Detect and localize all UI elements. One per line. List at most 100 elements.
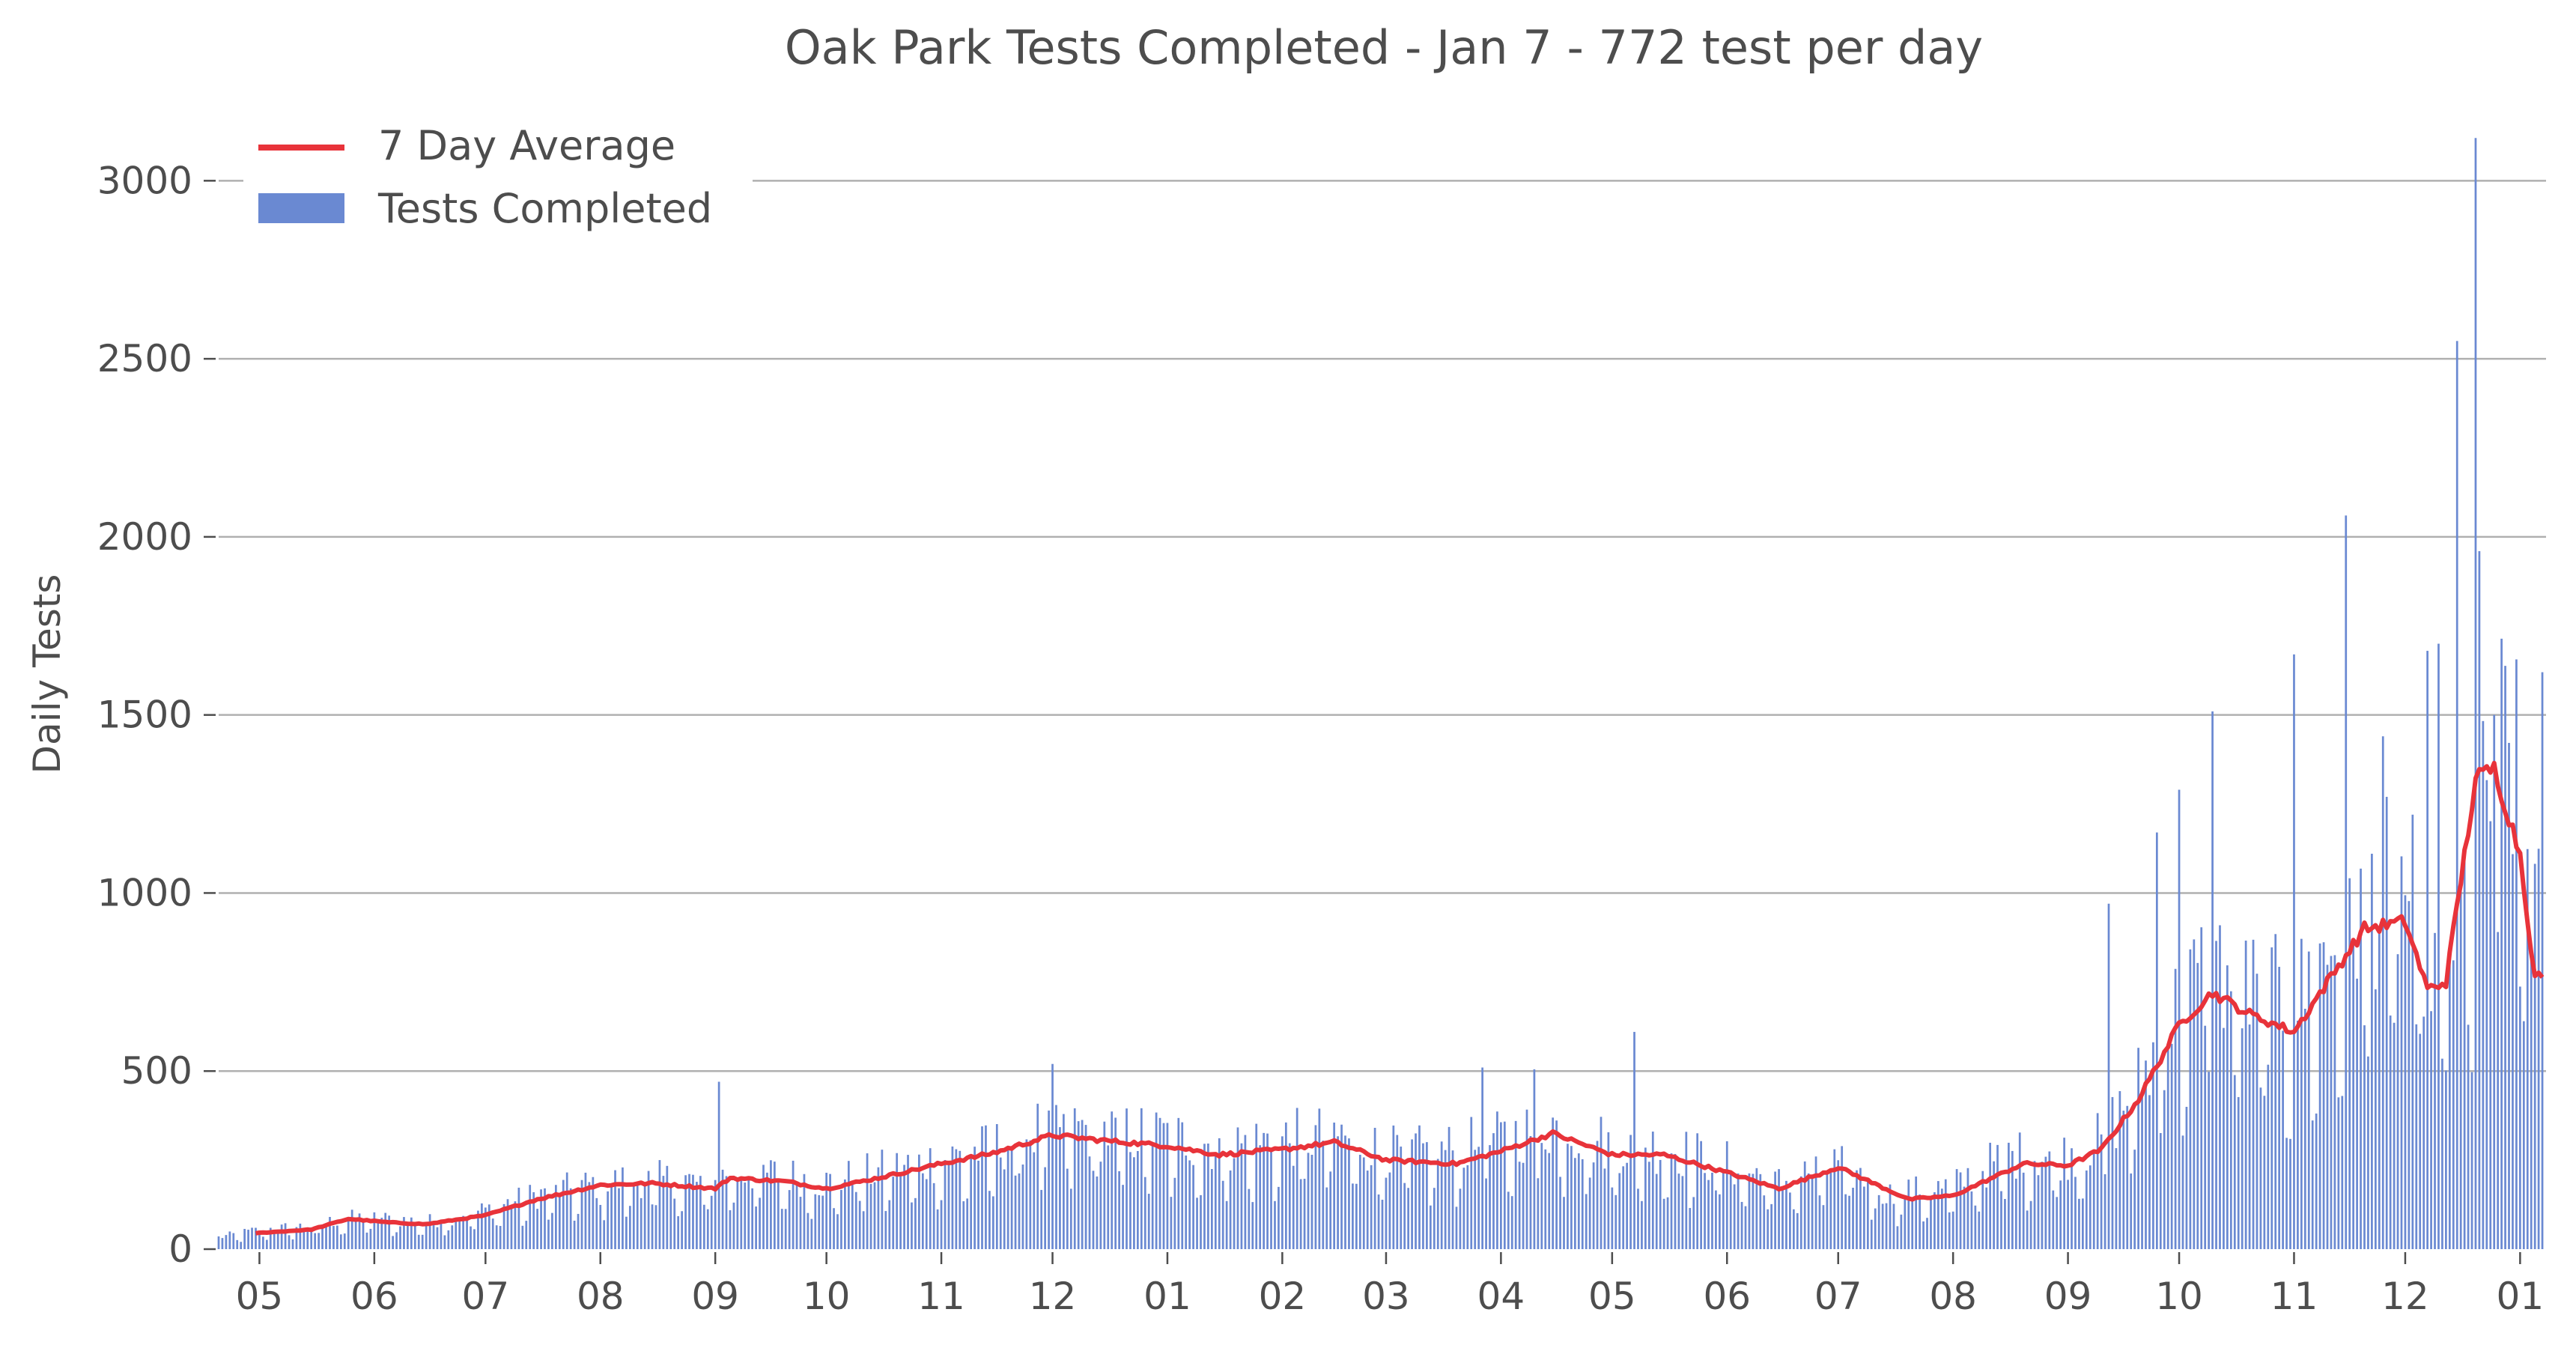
daily-test-bar (2430, 1011, 2432, 1249)
daily-test-bar (1111, 1111, 1114, 1249)
daily-test-bar (1737, 1173, 1740, 1249)
daily-test-bar (2071, 1148, 2073, 1249)
daily-test-bar (1018, 1173, 1021, 1249)
daily-test-bar (2493, 714, 2496, 1249)
daily-test-bar (2363, 1025, 2366, 1249)
daily-test-bar (1210, 1169, 1213, 1249)
daily-test-bar (343, 1233, 346, 1249)
daily-test-bar (2044, 1156, 2047, 1249)
daily-test-bar (2233, 1075, 2236, 1249)
daily-test-bar (1611, 1187, 1614, 1249)
daily-test-bar (918, 1154, 920, 1249)
daily-test-bar (584, 1172, 587, 1249)
daily-test-bar (354, 1218, 357, 1249)
daily-test-bar (825, 1172, 828, 1249)
daily-test-bar (944, 1160, 947, 1249)
daily-test-bar (525, 1221, 528, 1249)
daily-test-bar (2170, 1043, 2173, 1249)
daily-test-bar (1122, 1185, 1124, 1249)
daily-test-bar (2029, 1200, 2032, 1249)
daily-test-bar (2204, 1025, 2207, 1249)
daily-test-bar (221, 1238, 224, 1249)
daily-test-bar (2437, 643, 2440, 1249)
daily-test-bar (806, 1212, 809, 1249)
daily-test-bar (1607, 1132, 1610, 1249)
daily-test-bar (2289, 1138, 2291, 1249)
daily-test-bar (436, 1227, 439, 1249)
daily-test-bar (1044, 1167, 1046, 1249)
daily-test-bar (2422, 1016, 2425, 1249)
daily-test-bar (2130, 1173, 2133, 1249)
daily-test-bar (1200, 1194, 1202, 1249)
daily-test-bar (1485, 1178, 1487, 1249)
daily-test-bar (732, 1202, 735, 1249)
daily-test-bar (2322, 942, 2325, 1249)
daily-test-bar (273, 1231, 276, 1249)
daily-test-bar (440, 1222, 443, 1249)
daily-test-bar (1700, 1141, 1702, 1249)
daily-test-bar (2360, 868, 2362, 1249)
daily-test-bar (466, 1218, 468, 1249)
daily-test-bar (803, 1174, 806, 1249)
daily-test-bar (1507, 1191, 1510, 1249)
daily-test-bar (577, 1213, 580, 1249)
daily-test-bar (2159, 1132, 2162, 1249)
daily-test-bar (1781, 1186, 1784, 1249)
daily-test-bar (777, 1181, 780, 1249)
daily-test-bar (228, 1231, 231, 1249)
daily-test-bar (1288, 1143, 1291, 1249)
daily-test-bar (1433, 1188, 1436, 1249)
daily-test-bar (1381, 1200, 1384, 1249)
daily-test-bar (1143, 1177, 1146, 1249)
daily-test-bar (1940, 1188, 1943, 1249)
daily-test-bar (495, 1225, 498, 1249)
daily-test-bar (858, 1200, 861, 1249)
daily-test-bar (1866, 1182, 1869, 1249)
daily-test-bar (2356, 978, 2358, 1249)
daily-test-bar (1792, 1209, 1795, 1249)
daily-test-bar (2512, 854, 2514, 1249)
tests-completed-bars (217, 138, 2544, 1250)
daily-test-bar (1348, 1138, 1350, 1249)
daily-test-bar (487, 1204, 490, 1249)
daily-test-bar (1996, 1144, 1999, 1249)
daily-test-bar (2470, 1072, 2473, 1249)
daily-test-bar (2148, 1095, 2151, 1249)
daily-test-bar (973, 1147, 976, 1249)
daily-test-bar (1084, 1125, 1087, 1249)
daily-test-bar (1892, 1203, 1895, 1249)
daily-test-bar (540, 1189, 542, 1249)
daily-test-bar (314, 1233, 317, 1249)
daily-test-bar (1281, 1136, 1284, 1249)
daily-test-bar (1626, 1162, 1628, 1249)
daily-test-bar (1340, 1124, 1343, 1249)
daily-test-bar (2374, 989, 2377, 1249)
daily-test-bar (1006, 1147, 1009, 1249)
daily-test-bar (766, 1172, 768, 1249)
daily-test-bar (640, 1197, 643, 1249)
daily-test-bar (903, 1165, 905, 1249)
daily-test-bar (1066, 1168, 1069, 1249)
daily-test-bar (1577, 1153, 1580, 1249)
daily-test-bar (2223, 1027, 2225, 1249)
daily-test-bar (740, 1177, 743, 1249)
daily-test-bar (892, 1177, 895, 1249)
daily-test-bar (1552, 1117, 1555, 1249)
daily-test-bar (1126, 1108, 1128, 1249)
daily-test-bar (536, 1209, 538, 1249)
daily-test-bar (499, 1226, 502, 1249)
daily-test-bar (632, 1183, 635, 1249)
daily-test-bar (988, 1191, 991, 1249)
daily-test-bar (1618, 1173, 1621, 1249)
daily-test-bar (1492, 1133, 1495, 1249)
daily-test-bar (1948, 1212, 1951, 1249)
daily-test-bar (558, 1197, 561, 1249)
y-tick-label: 2000 (97, 515, 192, 559)
daily-test-bar (2059, 1180, 2062, 1249)
daily-test-bar (1207, 1143, 1209, 1249)
daily-test-bar (1192, 1165, 1194, 1249)
daily-test-bar (1333, 1123, 1336, 1249)
x-tick-label: 01 (2497, 1275, 2545, 1318)
daily-test-bar (1436, 1159, 1439, 1249)
daily-test-bar (1870, 1219, 1873, 1249)
